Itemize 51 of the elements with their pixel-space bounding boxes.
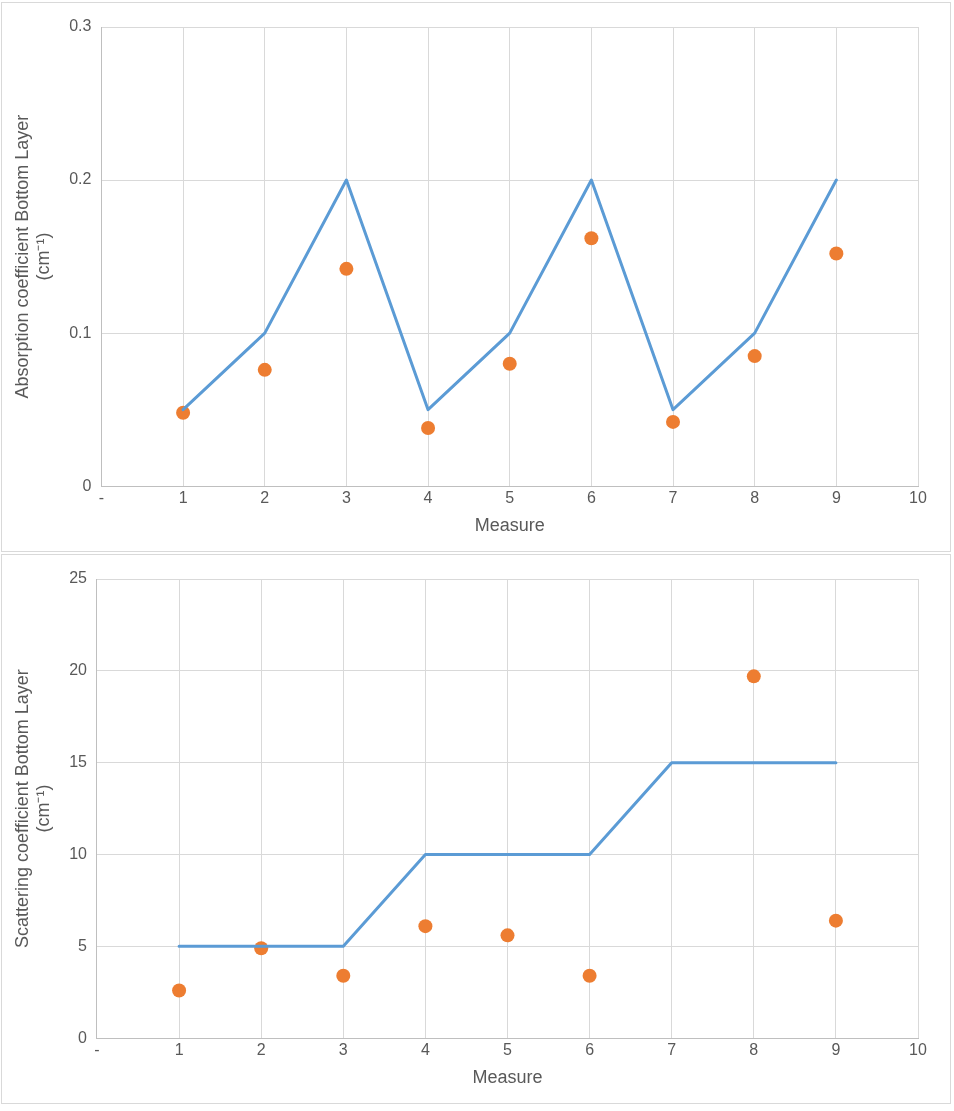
y-tick-label: 0.1: [69, 323, 92, 341]
point: [582, 968, 597, 983]
y-tick-label: 0: [82, 476, 92, 494]
x-tick-label: 5: [503, 1041, 513, 1059]
point: [421, 421, 436, 436]
y-axis-title: Absorption coefficient Bottom Layer (cm⁻¹): [11, 114, 54, 399]
x-tick-label: 2: [260, 489, 270, 507]
x-tick-label: -: [94, 1041, 100, 1059]
x-tick-label: 4: [423, 489, 433, 507]
x-tick-label: 9: [831, 489, 841, 507]
point: [666, 414, 681, 429]
x-tick-label: 6: [586, 489, 596, 507]
x-tick-label: 2: [256, 1041, 266, 1059]
x-tick-label: 1: [178, 489, 188, 507]
x-tick-label: 9: [831, 1041, 841, 1059]
point: [418, 919, 433, 934]
x-tick-label: -: [98, 489, 105, 507]
y-tick-label: 10: [69, 844, 88, 862]
x-tick-label: 3: [341, 489, 351, 507]
x-tick-label: 3: [338, 1041, 348, 1059]
y-tick-label: 0.2: [69, 170, 92, 188]
x-axis-title: Measure: [474, 515, 545, 536]
point: [502, 356, 517, 371]
point: [172, 983, 187, 998]
x-tick-label: 7: [668, 489, 678, 507]
point: [747, 349, 762, 364]
x-tick-label: 7: [667, 1041, 677, 1059]
y-tick-label: 0.3: [69, 17, 92, 35]
y-tick-label: 25: [69, 569, 88, 587]
y-tick-label: 15: [69, 753, 88, 771]
point: [584, 231, 599, 246]
x-tick-label: 8: [749, 1041, 759, 1059]
point: [500, 928, 515, 943]
x-axis-title: Measure: [472, 1067, 543, 1088]
x-tick-label: 4: [420, 1041, 430, 1059]
point: [746, 669, 761, 684]
x-tick-label: 6: [585, 1041, 595, 1059]
point: [257, 362, 272, 377]
x-tick-label: 10: [909, 489, 927, 507]
x-tick-label: 1: [174, 1041, 184, 1059]
x-tick-label: 5: [505, 489, 515, 507]
x-tick-label: 8: [750, 489, 760, 507]
y-axis-title: Scattering coefficient Bottom Layer (cm⁻¹): [11, 669, 54, 949]
y-tick-label: 0: [78, 1028, 88, 1046]
y-tick-label: 5: [78, 936, 88, 954]
point: [336, 968, 351, 983]
x-tick-label: 10: [909, 1041, 927, 1059]
point: [829, 246, 844, 261]
y-tick-label: 20: [69, 661, 88, 679]
point: [339, 261, 354, 276]
point: [828, 913, 843, 928]
